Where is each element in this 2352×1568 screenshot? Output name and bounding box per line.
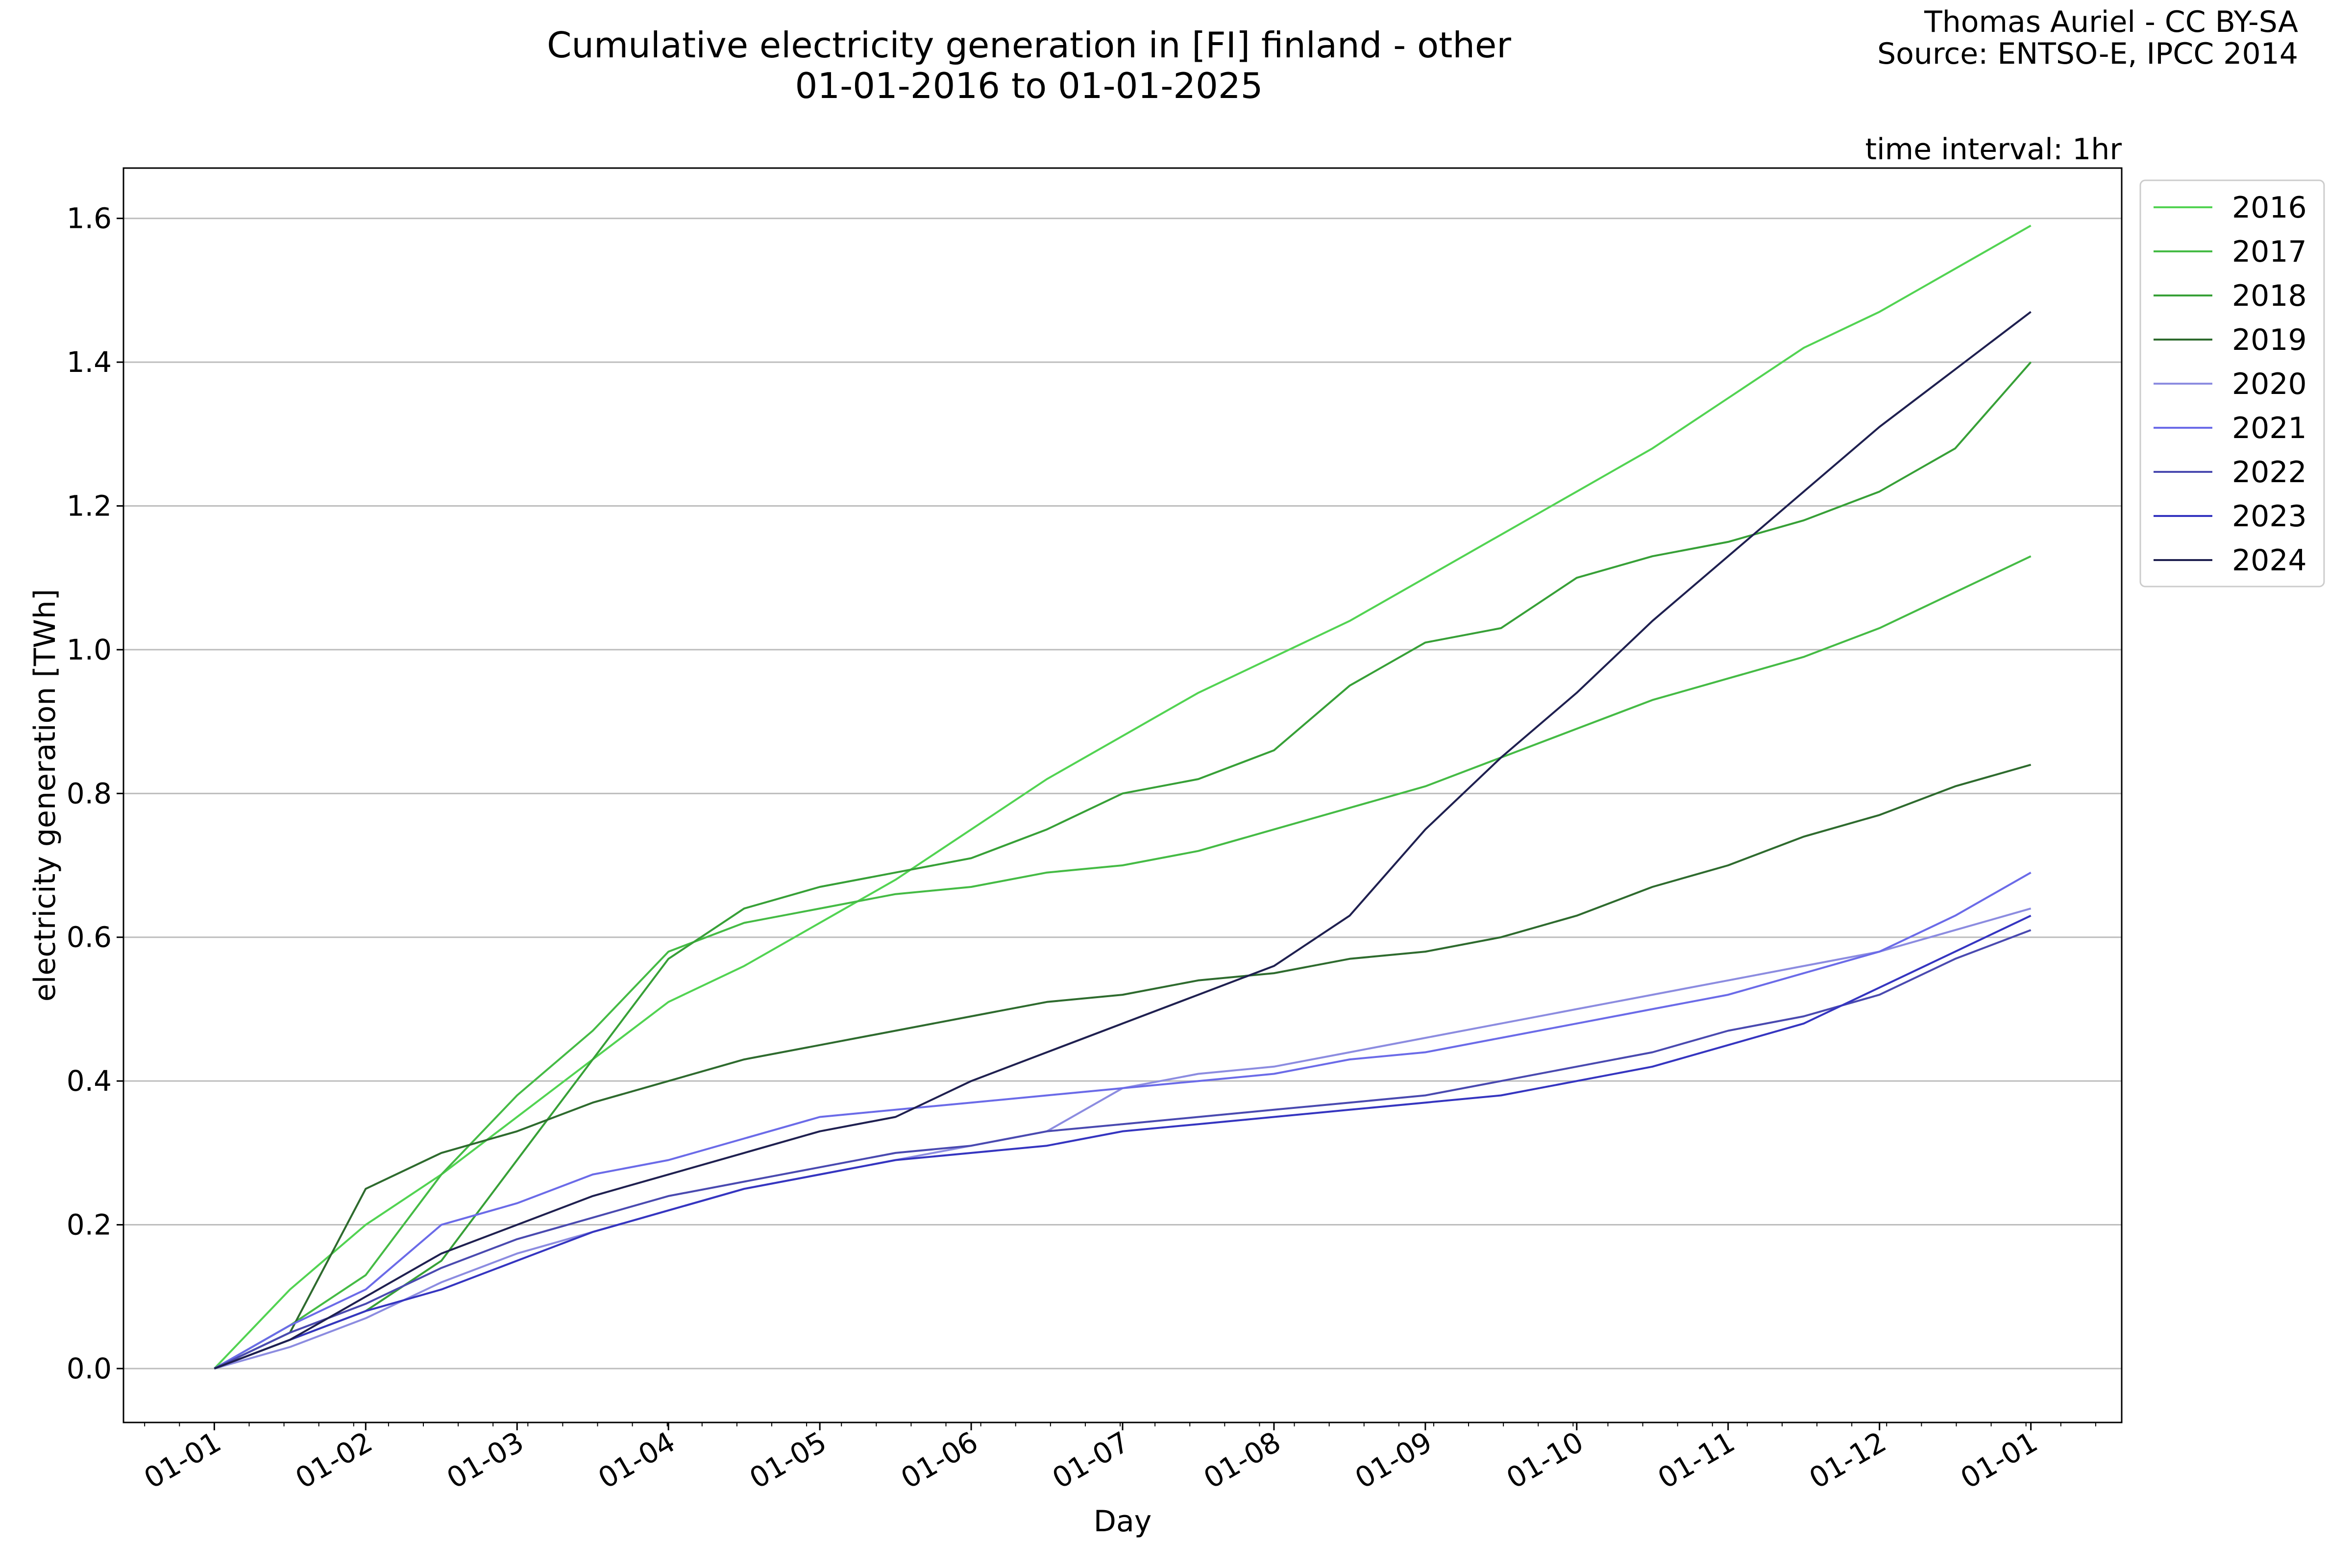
y-axis: 0.0 0.2 0.4 0.6 0.8 1.0 1.2 1.4 1.6 <box>67 202 123 1385</box>
series-line-2024 <box>214 311 2032 1370</box>
legend-label: 2016 <box>2232 191 2307 225</box>
y-tick-label: 1.2 <box>67 490 112 523</box>
y-tick-label: 0.0 <box>67 1352 112 1385</box>
x-axis: 01-01 01-02 01-03 01-04 01-05 01-06 01-07 01-08… <box>138 1422 2096 1495</box>
x-tick-label: 01-05 <box>744 1425 832 1495</box>
y-axis-label: electricity generation [TWh] <box>28 589 62 1002</box>
x-tick-label: 01-07 <box>1047 1425 1135 1495</box>
y-tick-label: 0.8 <box>67 777 112 810</box>
x-tick-label: 01-02 <box>290 1425 378 1495</box>
series-line-2022 <box>214 929 2032 1370</box>
series-line-2020 <box>214 907 2032 1370</box>
x-tick-label: 01-11 <box>1652 1425 1740 1495</box>
y-tick-label: 1.0 <box>67 633 112 666</box>
series-line-2017 <box>214 555 2032 1370</box>
series-line-2018 <box>214 361 2032 1370</box>
legend-label: 2021 <box>2232 411 2307 445</box>
series-line-2019 <box>214 763 2032 1370</box>
y-tick-label: 1.4 <box>67 345 112 379</box>
x-tick-label: 01-09 <box>1349 1425 1438 1495</box>
series-line-2023 <box>214 914 2032 1370</box>
legend-label: 2024 <box>2232 543 2307 578</box>
x-tick-label: 01-06 <box>895 1425 983 1495</box>
x-tick-label: 01-08 <box>1198 1425 1286 1495</box>
legend-label: 2023 <box>2232 499 2307 534</box>
legend-label: 2022 <box>2232 455 2307 490</box>
legend-label: 2018 <box>2232 279 2307 313</box>
chart-subtitle: 01-01-2016 to 01-01-2025 <box>795 65 1263 106</box>
plot-area-frame <box>122 167 2123 1423</box>
x-tick-label: 01-01 <box>1955 1425 2043 1495</box>
y-tick-label: 0.2 <box>67 1208 112 1242</box>
x-tick-label: 01-03 <box>441 1425 529 1495</box>
y-tick-label: 0.6 <box>67 921 112 954</box>
y-tick-label: 1.6 <box>67 202 112 235</box>
legend-label: 2017 <box>2232 235 2307 269</box>
chart-title: Cumulative electricity generation in [FI… <box>547 24 1511 66</box>
legend: 2016 2017 2018 2019 2020 2021 2022 2023 2024 <box>2139 179 2325 588</box>
credit-source: Source: ENTSO-E, IPCC 2014 <box>1877 37 2298 71</box>
x-tick-label: 01-04 <box>592 1425 681 1495</box>
x-tick-label: 01-12 <box>1804 1425 1892 1495</box>
x-tick-label: 01-10 <box>1501 1425 1589 1495</box>
x-axis-label: Day <box>1094 1504 1152 1539</box>
credit-author: Thomas Auriel - CC BY-SA <box>1924 5 2298 39</box>
legend-label: 2019 <box>2232 323 2307 357</box>
legend-label: 2020 <box>2232 367 2307 401</box>
y-tick-label: 0.4 <box>67 1064 112 1098</box>
x-tick-label: 01-01 <box>138 1425 226 1495</box>
series-line-2021 <box>214 871 2032 1370</box>
legend-frame <box>2139 179 2325 588</box>
series-line-2016 <box>213 224 2032 1370</box>
series-lines <box>213 224 2032 1370</box>
time-interval-annotation: time interval: 1hr <box>1865 132 2122 167</box>
